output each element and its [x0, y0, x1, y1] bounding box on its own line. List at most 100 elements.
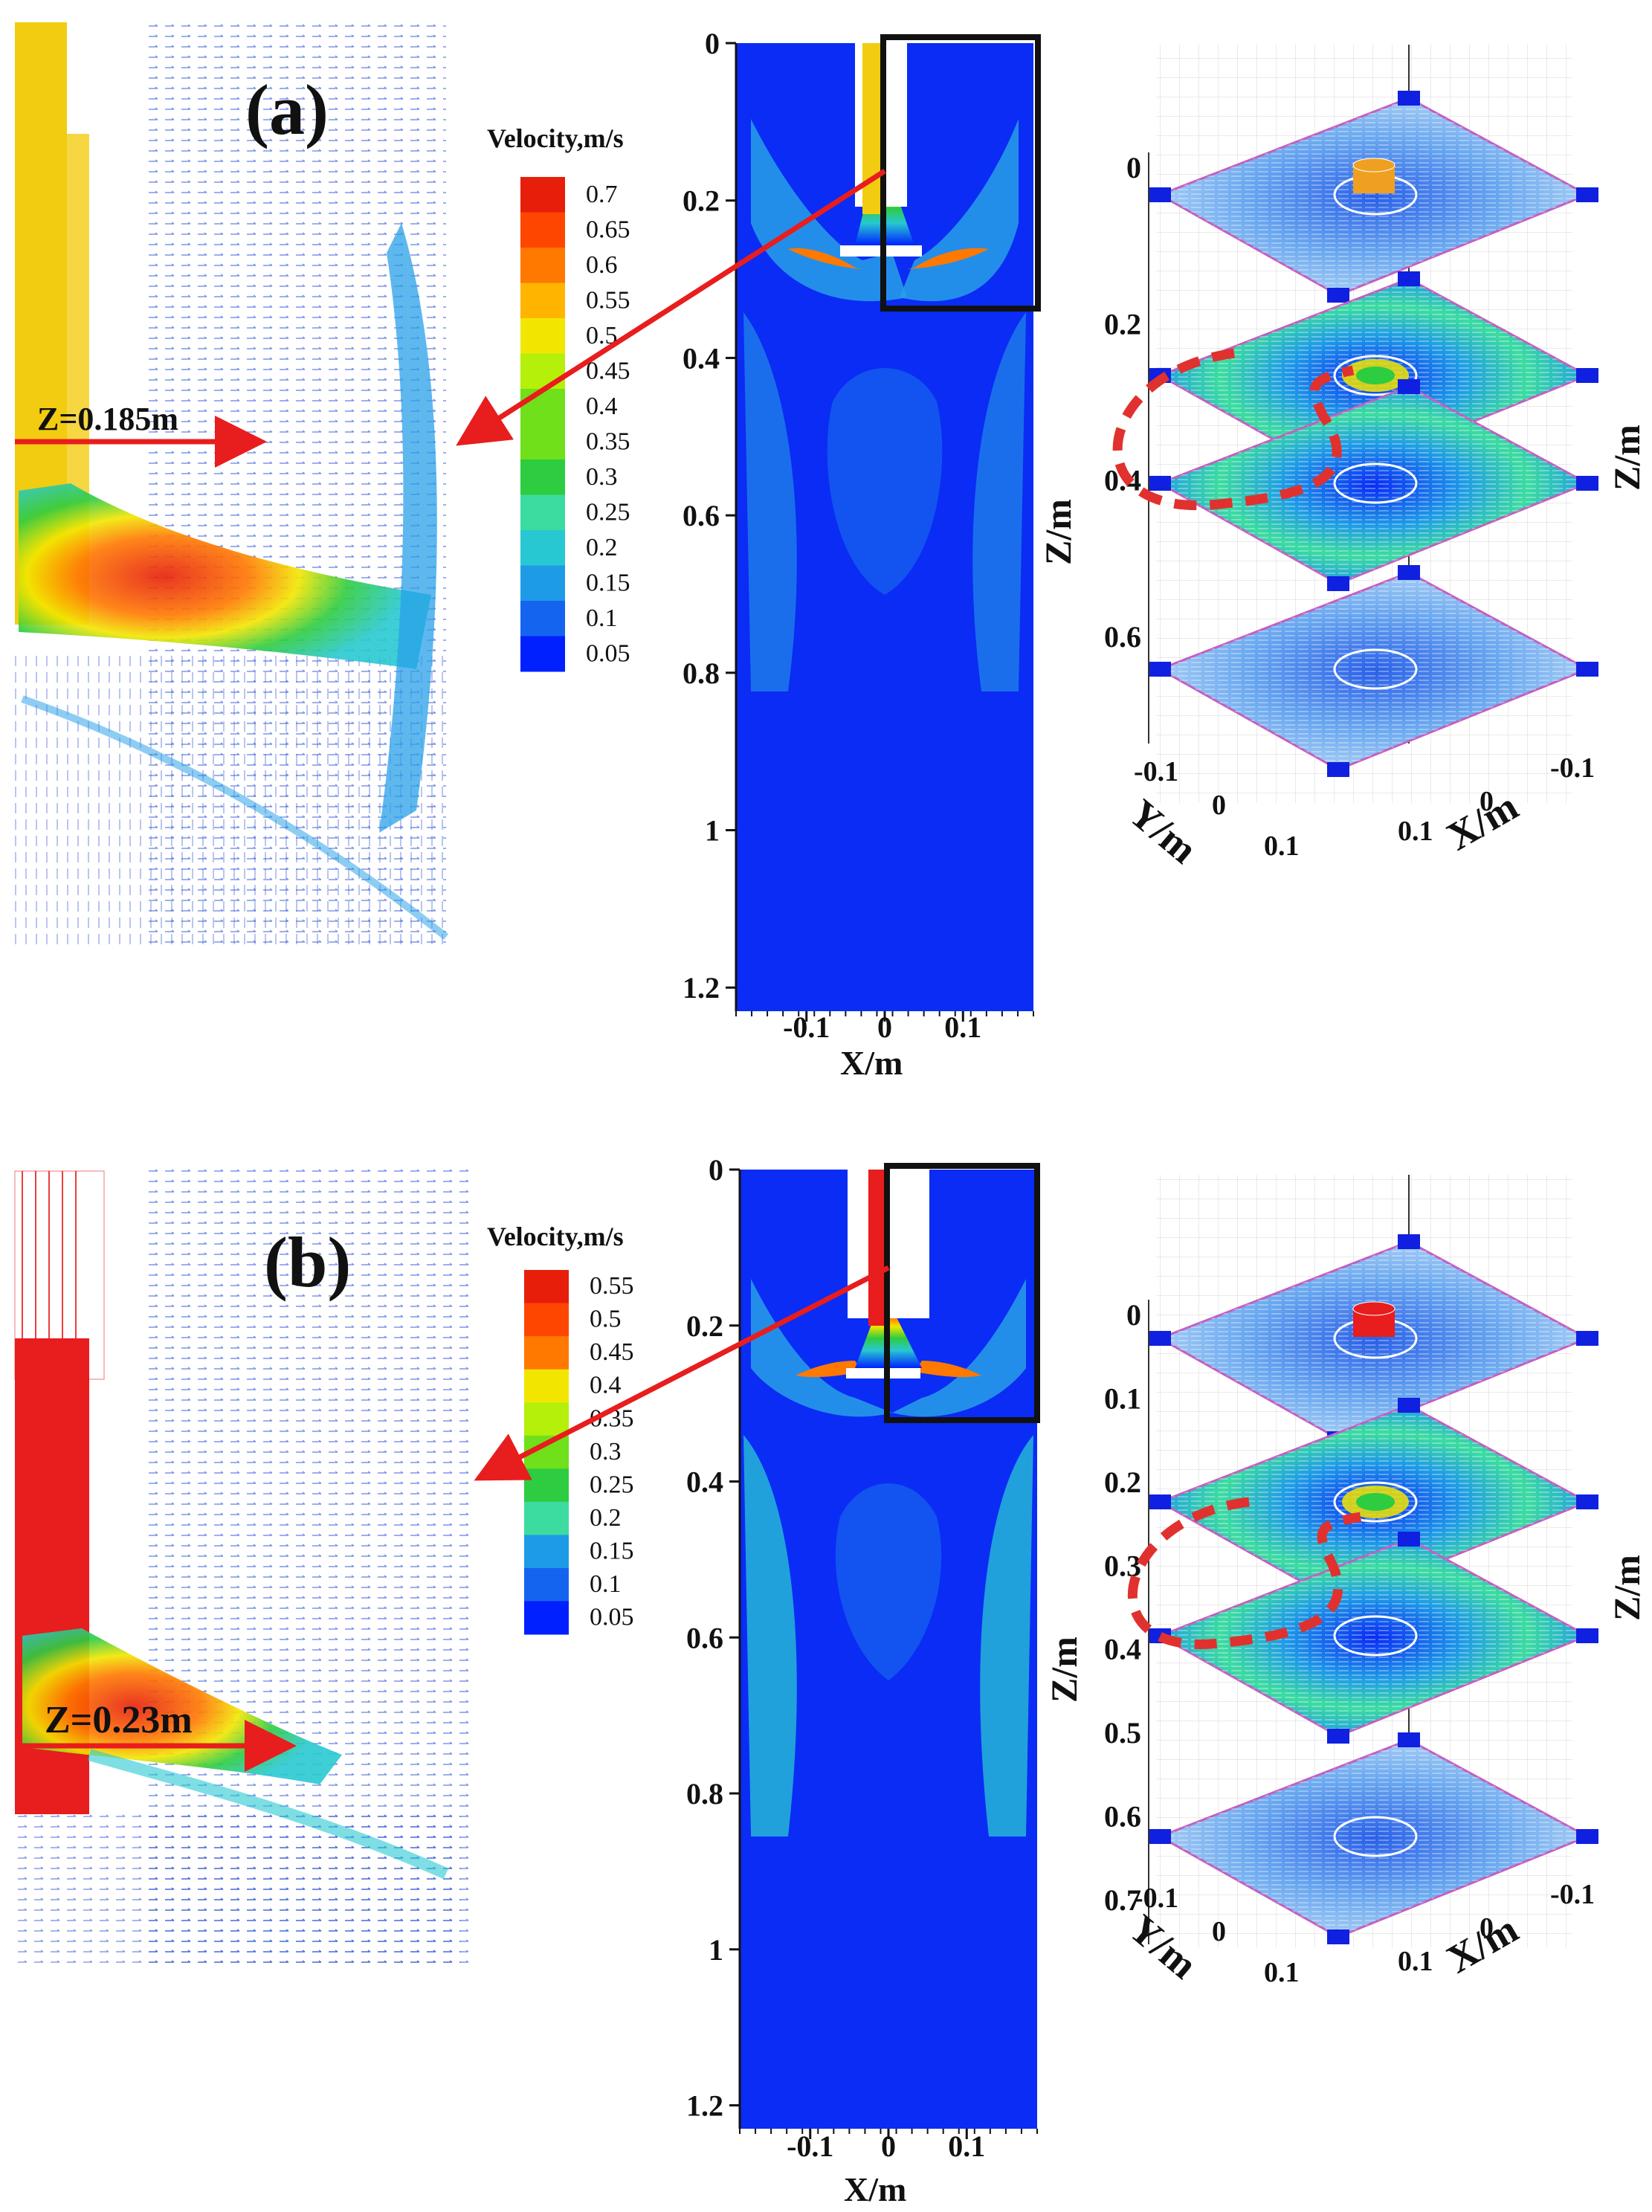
layers-z-tick-label: 0.4 — [1104, 1633, 1141, 1666]
slice-label-b: Z=0.23m — [45, 1699, 193, 1741]
legend-swatch — [520, 460, 565, 495]
contour-z-tick-label: 1 — [705, 814, 720, 848]
contour-z-tick-label: 0.8 — [686, 1777, 723, 1810]
legend-swatch — [520, 353, 565, 390]
jet-plume-a — [19, 483, 431, 669]
layers-x-tick-label: 0 — [1480, 1912, 1494, 1944]
legend-tick-label: 0.1 — [590, 1570, 622, 1598]
layers-zlabel-right-a: Z/m — [1606, 425, 1648, 491]
legend-swatch — [520, 318, 565, 354]
legend-tick-label: 0.05 — [586, 640, 630, 668]
legend-tick-labels-a: 0.70.650.60.550.50.450.40.350.30.250.20.… — [586, 181, 630, 668]
layer-plane — [1149, 271, 1598, 483]
axis-contour-b: 0 0.2 0.4 0.6 0.8 1 1.2 -0.1 0 0.1 — [686, 1153, 1038, 2163]
axis-layers3d-b: 00.10.20.30.40.50.60.7 — [1104, 1298, 1149, 1944]
layers3d-b: 00.10.20.30.40.50.60.7 Z/m Z/m Y/m X/m -… — [1043, 1175, 1648, 1988]
layers-z-tick-label: 0.1 — [1104, 1381, 1141, 1415]
legend-swatch — [524, 1303, 569, 1337]
legend-swatch — [524, 1501, 569, 1535]
contour-z-tick-label: 0.8 — [683, 657, 720, 690]
legend-swatch — [520, 283, 565, 319]
legend-swatch — [520, 601, 565, 636]
contour-x-tick-label: -0.1 — [787, 2129, 833, 2163]
panel-label-a: (a) — [245, 70, 329, 149]
legend-colorbar-a — [520, 177, 565, 672]
contour-plot-b: 0 0.2 0.4 0.6 0.8 1 1.2 -0.1 0 0.1 X/m — [686, 1153, 1040, 2208]
legend-tick-label: 0.1 — [586, 604, 618, 632]
layers-x-tick-label: 0 — [1480, 786, 1494, 817]
legend-tick-labels-b: 0.550.50.450.40.350.30.250.20.150.10.05 — [590, 1272, 634, 1631]
layers-y-tick-label: -0.1 — [1134, 756, 1178, 787]
layers-y-tick-label: -0.1 — [1134, 1883, 1178, 1914]
legend-swatch — [524, 1369, 569, 1403]
contour-z-tick-label: 0.6 — [686, 1621, 723, 1654]
layers-x-tick-label: 0.1 — [1398, 816, 1433, 847]
layer-plane — [1149, 1732, 1598, 1944]
legend-swatch — [520, 565, 565, 602]
contour-z-tick-label: 0 — [705, 27, 720, 60]
layers-y-tick-label: 0 — [1212, 1916, 1226, 1947]
legend-tick-label: 0.3 — [590, 1438, 622, 1465]
contour-x-tick-label: 0.1 — [948, 2129, 985, 2163]
legend-swatch — [524, 1270, 569, 1304]
layers-zlabel-b: Z/m — [1043, 1637, 1085, 1703]
legend-tick-label: 0.7 — [586, 181, 618, 208]
axis-contour-a: 0 0.2 0.4 0.6 0.8 1 1.2 -0.1 0 0.1 — [683, 27, 1034, 1044]
legend-tick-label: 0.45 — [590, 1338, 634, 1366]
connector-arrow-a — [456, 169, 886, 446]
layers-z-tick-label: 0 — [1126, 151, 1141, 184]
legend-tick-label: 0.15 — [590, 1537, 634, 1564]
legend-tick-label: 0.25 — [586, 499, 630, 526]
legend-swatch — [520, 424, 565, 460]
legend-tick-label: 0.45 — [586, 358, 630, 385]
legend-swatch — [524, 1567, 569, 1602]
layer-plane — [1149, 379, 1598, 591]
contour-z-tick-label: 0 — [709, 1153, 723, 1187]
legend-tick-label: 0.55 — [586, 287, 630, 315]
layers-z-tick-label: 0.2 — [1104, 307, 1141, 341]
slice-annotation-b: Z=0.23m — [15, 1699, 297, 1772]
legend-tick-label: 0.55 — [590, 1272, 634, 1300]
panel-label-b: (b) — [264, 1222, 351, 1302]
legend-title-b: Velocity,m/s — [487, 1222, 624, 1251]
legend-swatch — [520, 389, 565, 425]
contour-x-tick-label: 0 — [881, 2129, 896, 2163]
layers-y-tick-label: 0.1 — [1264, 1957, 1300, 1988]
contour-z-tick-label: 1.2 — [686, 2089, 723, 2123]
layers-x-tick-label: 0.1 — [1398, 1946, 1433, 1977]
legend-tick-label: 0.2 — [586, 534, 618, 561]
vector-field-a — [15, 22, 449, 944]
contour-z-tick-label: 1 — [709, 1933, 723, 1967]
legend-swatch — [520, 248, 565, 283]
legend-tick-label: 0.65 — [586, 216, 630, 244]
legend-tick-label: 0.6 — [586, 251, 618, 279]
layer-plane — [1149, 1532, 1598, 1744]
legend-tick-label: 0.5 — [590, 1306, 622, 1333]
legend-colorbar-b — [524, 1270, 569, 1635]
layers3d-a: 00.20.40.6 Z/m Z/m Y/m X/m -0.100.1-0.10… — [1037, 45, 1648, 872]
dashed-loop-a — [1112, 348, 1355, 511]
contour-x-tick-label: -0.1 — [783, 1010, 830, 1044]
vector-field-b — [14, 1169, 476, 1967]
layers-z-tick-label: 0.6 — [1104, 620, 1141, 654]
layers-z-tick-label: 0 — [1126, 1298, 1141, 1332]
contour-xlabel-a: X/m — [840, 1044, 903, 1082]
layers-z-tick-label: 0.2 — [1104, 1465, 1141, 1499]
legend-swatch — [520, 177, 565, 213]
contour-z-tick-label: 0.6 — [683, 499, 720, 532]
layers-y-tick-label: 0 — [1212, 790, 1226, 821]
panel-b: (b) Z=0.23m Velocity,m/s 0.55 0.5 0.45 0.4 0… — [14, 1153, 1648, 2208]
connector-arrow-b — [474, 1265, 890, 1481]
legend-swatch — [524, 1468, 569, 1503]
slice-annotation-a: Z=0.185m — [15, 401, 267, 468]
contour-z-tick-label: 0.4 — [686, 1465, 723, 1499]
layer-plane — [1149, 91, 1598, 303]
contour-plot-a: 0 0.2 0.4 0.6 0.8 1 1.2 -0.1 0 0.1 X/m — [683, 27, 1041, 1082]
legend-swatch — [520, 530, 565, 566]
layers-y-tick-label: 0.1 — [1264, 831, 1300, 862]
legend-tick-label: 0.25 — [590, 1471, 634, 1498]
contour-x-tick-label: 0.1 — [944, 1010, 981, 1044]
legend-swatch — [524, 1535, 569, 1569]
legend-swatch — [524, 1402, 569, 1436]
inset-box-b — [884, 1163, 1040, 1423]
